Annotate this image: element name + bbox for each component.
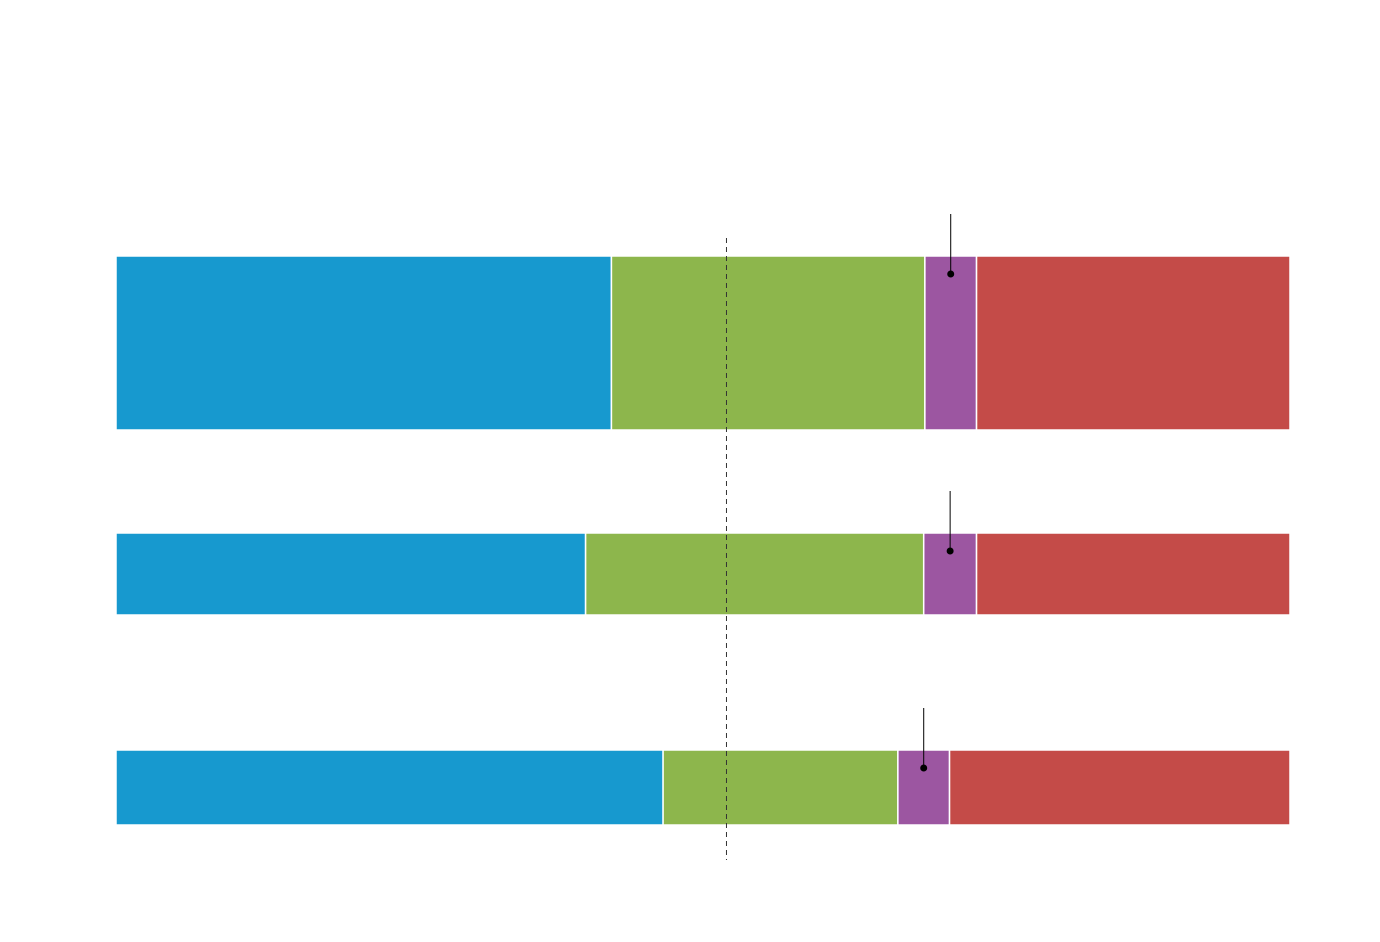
bar-segment: [610, 255, 926, 431]
bar-segment: [948, 749, 1291, 826]
bar-segment: [662, 749, 899, 826]
callout-dot: [947, 270, 955, 278]
bar-segment: [924, 255, 978, 431]
bar-segment: [584, 532, 925, 616]
bar-segment: [115, 255, 613, 431]
callout-dot: [920, 764, 928, 772]
bar-segment: [115, 749, 664, 826]
callout-dot: [946, 547, 954, 555]
bar-segment: [975, 255, 1291, 431]
bar-segment: [115, 532, 587, 616]
bar-segment: [975, 532, 1291, 616]
